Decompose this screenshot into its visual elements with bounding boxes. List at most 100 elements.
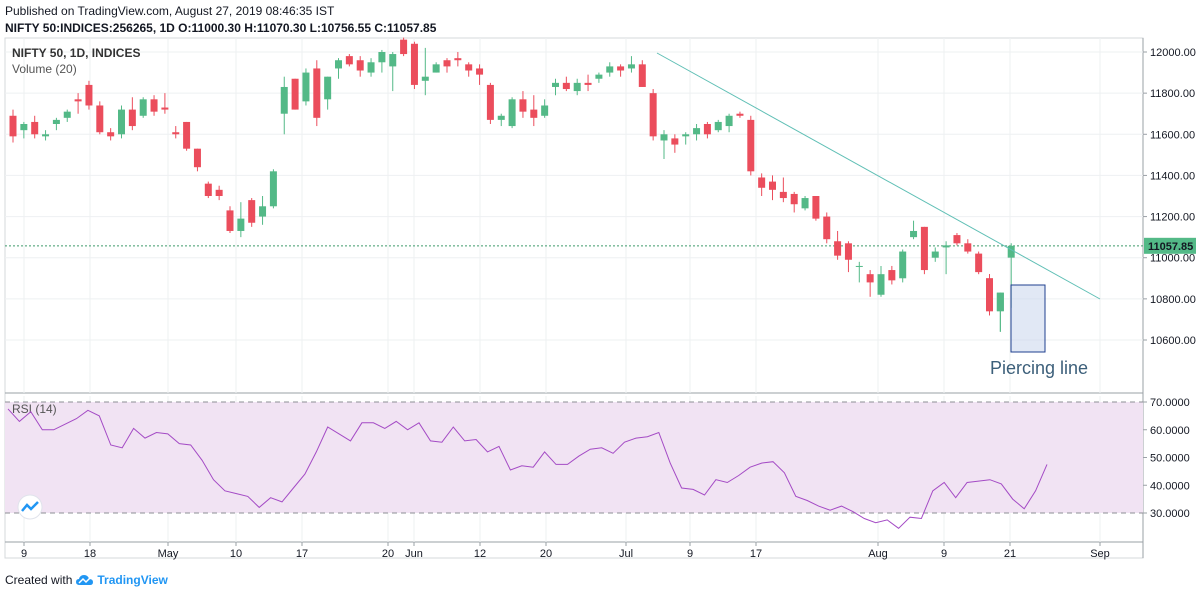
candle-down — [215, 189, 223, 196]
time-tick-label: 9 — [21, 548, 27, 560]
candle-down — [638, 64, 646, 87]
time-tick-label: Sep — [1090, 548, 1110, 560]
price-tick-label: 10600.00 — [1150, 335, 1196, 347]
candle-down — [769, 181, 776, 190]
candle-down — [313, 68, 321, 118]
candle-up — [899, 251, 907, 279]
candle-down — [226, 210, 234, 231]
candle-down — [150, 99, 158, 112]
time-tick-label: Jun — [405, 548, 423, 560]
candle-down — [85, 84, 93, 106]
candle-up — [552, 82, 559, 87]
candle-down — [703, 124, 711, 135]
candle-down — [248, 200, 256, 223]
candle-down — [454, 58, 462, 61]
candle-up — [714, 121, 722, 131]
candle-up — [693, 128, 701, 135]
candle-up — [877, 274, 885, 295]
candle-down — [31, 121, 39, 135]
candle-up — [302, 72, 310, 102]
candle-down — [161, 107, 169, 110]
candle-up — [52, 119, 60, 124]
piercing-line-box — [1010, 284, 1046, 353]
rsi-tick-label: 40.0000 — [1150, 480, 1190, 492]
time-tick-label: 20 — [382, 548, 394, 560]
last-price-label: 11057.85 — [1148, 241, 1193, 253]
candle-up — [259, 206, 267, 217]
candle-up — [508, 99, 516, 127]
candle-up — [855, 265, 863, 267]
candle-down — [964, 243, 972, 252]
candle-up — [269, 171, 277, 207]
published-line: Published on TradingView.com, August 27,… — [5, 4, 335, 18]
candle-down — [128, 109, 136, 127]
rsi-legend: RSI (14) — [12, 402, 57, 416]
candle-down — [823, 216, 831, 240]
candle-down — [183, 121, 191, 149]
candle-down — [74, 99, 82, 102]
candle-down — [790, 193, 798, 205]
candle-down — [866, 274, 874, 283]
candle-down — [953, 235, 961, 244]
price-tick-label: 11000.00 — [1150, 253, 1195, 265]
volume-legend: Volume (20) — [12, 62, 77, 76]
candle-down — [291, 78, 299, 110]
candle-down — [356, 60, 364, 71]
candle-up — [996, 292, 1004, 312]
candle-down — [530, 109, 538, 118]
candle-down — [519, 99, 527, 112]
candle-up — [421, 76, 429, 81]
candle-up — [725, 115, 733, 127]
candle-down — [107, 132, 115, 137]
rsi-tick-label: 50.0000 — [1150, 453, 1190, 465]
candle-up — [389, 54, 397, 67]
trendline — [656, 52, 1101, 300]
time-tick-label: Aug — [868, 548, 888, 560]
candle-up — [367, 62, 375, 73]
rsi-band — [5, 402, 1143, 513]
piercing-line-annotation: Piercing line — [990, 358, 1088, 378]
candle-down — [758, 177, 766, 188]
rsi-tick-label: 60.0000 — [1150, 425, 1190, 437]
rsi-tick-label: 30.0000 — [1150, 508, 1190, 520]
candle-up — [42, 134, 50, 137]
candle-up — [280, 86, 288, 114]
candle-down — [617, 66, 625, 71]
candle-down — [172, 132, 180, 135]
candle-down — [584, 82, 592, 85]
candle-up — [237, 218, 245, 231]
candle-up — [335, 60, 342, 69]
time-tick-label: 9 — [687, 548, 693, 560]
tradingview-brand-link[interactable]: TradingView — [76, 573, 168, 587]
rsi-tick-label: 70.0000 — [1150, 397, 1190, 409]
time-tick-label: 21 — [1004, 548, 1016, 560]
candle-down — [400, 39, 408, 55]
candle-up — [432, 64, 440, 73]
candle-up — [573, 82, 581, 92]
time-tick-label: 18 — [84, 548, 96, 560]
candle-up — [139, 99, 147, 116]
candle-up — [63, 111, 71, 118]
candle-up — [682, 134, 690, 137]
time-tick-label: Jul — [619, 548, 633, 560]
price-pane-title: NIFTY 50, 1D, INDICES — [12, 46, 140, 60]
tradingview-brand-label: TradingView — [97, 573, 168, 587]
time-tick-label: 9 — [941, 548, 947, 560]
price-tick-label: 11800.00 — [1150, 88, 1195, 100]
candle-up — [627, 64, 635, 69]
candle-down — [779, 191, 787, 199]
candle-down — [834, 241, 842, 256]
candle-down — [465, 64, 473, 71]
candle-down — [649, 93, 657, 137]
time-tick-label: 17 — [296, 548, 308, 560]
candle-down — [96, 105, 104, 133]
candle-down — [986, 278, 993, 312]
candle-down — [204, 183, 212, 196]
time-tick-label: 10 — [230, 548, 242, 560]
candle-down — [345, 56, 353, 65]
price-tick-label: 10800.00 — [1150, 294, 1196, 306]
created-with-label: Created with — [5, 573, 73, 587]
candle-up — [942, 245, 950, 248]
candle-down — [486, 84, 494, 120]
